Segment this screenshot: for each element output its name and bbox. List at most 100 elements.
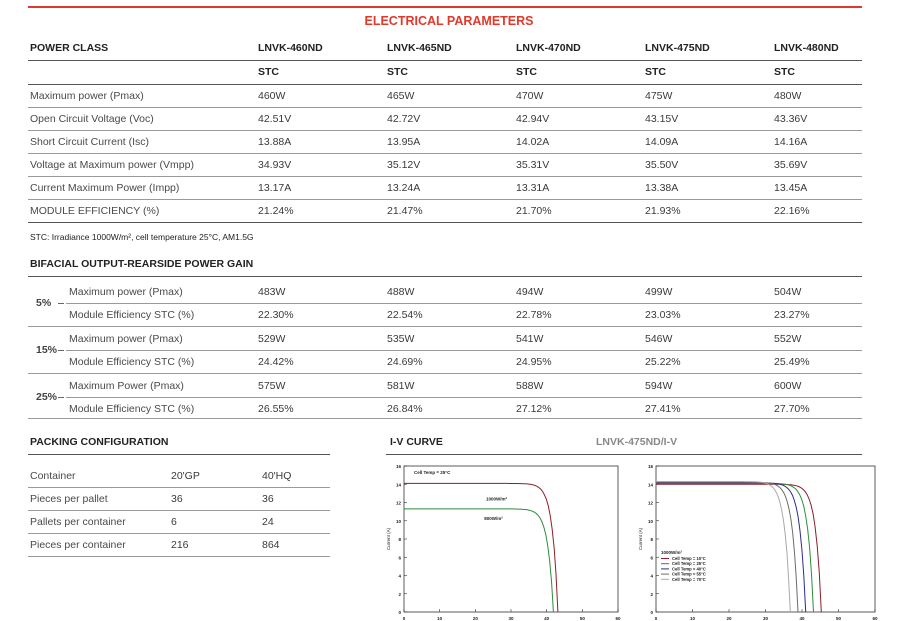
divider	[28, 510, 330, 511]
divider	[28, 326, 862, 327]
row-value: 529W	[258, 333, 286, 345]
legend-entry: Cell Temp = 10°C	[672, 556, 706, 561]
divider	[28, 84, 862, 86]
legend-entry: Cell Temp = 40°C	[672, 566, 706, 571]
row-value: 42.72V	[387, 113, 421, 125]
x-tick-label: 10	[437, 616, 443, 621]
bifacial-row: Maximum power (Pmax) 483W 488W 494W 499W 504W	[0, 281, 898, 303]
row-label: Maximum power (Pmax)	[30, 90, 144, 102]
packing-value: 6	[171, 516, 177, 528]
divider	[386, 454, 862, 455]
divider	[28, 60, 862, 62]
row-value: 23.27%	[774, 309, 810, 321]
y-tick-label: 6	[398, 555, 401, 560]
y-tick-label: 0	[398, 610, 401, 615]
row-label: Maximum power (Pmax)	[69, 333, 183, 345]
divider	[28, 533, 330, 534]
row-value: 42.94V	[516, 113, 550, 125]
y-tick-label: 12	[396, 501, 402, 506]
bifacial-row: Maximum Power (Pmax) 575W 581W 588W 594W 600W	[0, 375, 898, 397]
row-value: 25.49%	[774, 356, 810, 368]
row-value: 35.50V	[645, 159, 679, 171]
row-value: 35.31V	[516, 159, 550, 171]
packing-title: PACKING CONFIGURATION	[30, 436, 169, 448]
row-value: 22.54%	[387, 309, 423, 321]
row-value: 541W	[516, 333, 544, 345]
row-value: 494W	[516, 286, 544, 298]
row-value: 21.24%	[258, 205, 294, 217]
packing-label: Pallets per container	[30, 516, 126, 528]
row-value: 14.09A	[645, 136, 679, 148]
divider	[28, 556, 330, 557]
curve-label: 1000W/m²	[486, 496, 508, 501]
bifacial-title: BIFACIAL OUTPUT-REARSIDE POWER GAIN	[30, 258, 254, 270]
y-tick-label: 14	[648, 482, 654, 487]
stc-row: Current Maximum Power (Impp) 13.17A 13.24A…	[0, 177, 898, 199]
divider	[66, 303, 862, 304]
y-tick-label: 16	[396, 464, 402, 469]
row-value: 13.31A	[516, 182, 550, 194]
condition-1: STC	[258, 66, 279, 78]
model-col-2: LNVK-465ND	[387, 42, 452, 54]
curve-label: 800W/m²	[484, 516, 503, 521]
x-tick-label: 10	[690, 616, 696, 621]
y-tick-label: 12	[648, 501, 654, 506]
model-col-5: LNVK-480ND	[774, 42, 839, 54]
x-tick-label: 0	[403, 616, 406, 621]
row-value: 535W	[387, 333, 415, 345]
row-value: 13.38A	[645, 182, 679, 194]
row-value: 13.88A	[258, 136, 292, 148]
row-value: 470W	[516, 90, 544, 102]
row-value: 465W	[387, 90, 415, 102]
row-value: 27.12%	[516, 403, 552, 415]
model-col-4: LNVK-475ND	[645, 42, 710, 54]
stc-row: Voltage at Maximum power (Vmpp) 34.93V 35.…	[0, 154, 898, 176]
row-value: 483W	[258, 286, 286, 298]
packing-value: 216	[171, 539, 189, 551]
bifacial-row: Module Efficiency STC (%) 24.42% 24.69% 24.…	[0, 351, 898, 373]
stc-row: Open Circuit Voltage (Voc) 42.51V 42.72V 42…	[0, 108, 898, 130]
row-label: Short Circuit Current (Isc)	[30, 136, 150, 148]
x-tick-label: 30	[763, 616, 769, 621]
row-label: Current Maximum Power (Impp)	[30, 182, 180, 194]
row-value: 460W	[258, 90, 286, 102]
divider	[28, 153, 862, 154]
plot-frame	[403, 465, 619, 613]
row-value: 581W	[387, 380, 415, 392]
row-label: Module Efficiency STC (%)	[69, 403, 195, 415]
x-tick-label: 60	[615, 616, 621, 621]
bifacial-row: Module Efficiency STC (%) 22.30% 22.54% 22.…	[0, 304, 898, 326]
y-tick-label: 8	[650, 537, 653, 542]
packing-value: 24	[262, 516, 274, 528]
condition-3: STC	[516, 66, 537, 78]
legend-title: 1000W/m²	[661, 550, 683, 555]
row-value: 475W	[645, 90, 673, 102]
gain-label: 15%	[36, 344, 58, 356]
x-tick-label: 60	[872, 616, 878, 621]
stc-note: STC: Irradiance 1000W/m², cell temperatu…	[30, 232, 254, 242]
row-value: 21.47%	[387, 205, 423, 217]
divider	[28, 199, 862, 200]
title-accent-line	[28, 6, 862, 8]
iv-title: I-V CURVE	[390, 436, 443, 448]
legend-entry: Cell Temp = 70°C	[672, 577, 706, 582]
y-tick-label: 4	[650, 574, 653, 579]
x-tick-label: 50	[836, 616, 842, 621]
gain-tick	[58, 350, 64, 351]
y-axis-label: Current (A)	[638, 527, 643, 550]
bifacial-row: Maximum power (Pmax) 529W 535W 541W 546W 552W	[0, 328, 898, 350]
y-tick-label: 10	[648, 519, 654, 524]
y-tick-label: 8	[398, 537, 401, 542]
legend-entry: Cell Temp = 25°C	[672, 561, 706, 566]
divider	[28, 373, 862, 374]
row-value: 22.30%	[258, 309, 294, 321]
y-tick-label: 2	[398, 592, 401, 597]
row-value: 43.15V	[645, 113, 679, 125]
iv-curve	[656, 483, 822, 613]
row-value: 24.95%	[516, 356, 552, 368]
divider	[28, 487, 330, 488]
divider	[66, 350, 862, 351]
iv-curve	[656, 481, 791, 613]
packing-label: Pieces per container	[30, 539, 126, 551]
row-value: 13.24A	[387, 182, 421, 194]
